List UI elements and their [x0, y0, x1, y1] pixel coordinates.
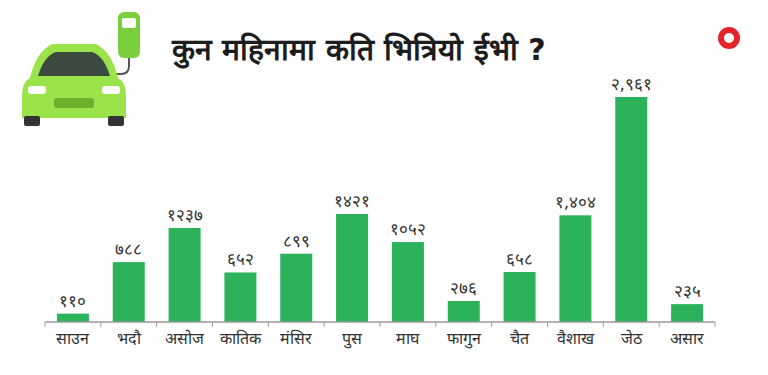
tick-label: भदौ [117, 329, 142, 348]
charger [118, 12, 140, 58]
tick-label: मंसिर [280, 329, 312, 348]
tick-label: चैत [510, 329, 530, 348]
charger-screen [122, 18, 136, 28]
bar [671, 304, 703, 322]
bar [615, 97, 647, 322]
chart-svg: कुन महिनामा कति भित्रियो ईभी ? ११० ७८८ १२३७… [0, 0, 768, 375]
bar [504, 272, 536, 322]
axis-separator [380, 322, 381, 327]
data-label: १०५२ [390, 219, 426, 239]
axis-separator [45, 322, 46, 327]
axis-separator [156, 322, 157, 327]
axis-separator [547, 322, 548, 327]
labels: ११० ७८८ १२३७ ६५२ ८९९ १४२१ १०५२ २७६ ६५८ १,४०४ २,९६१… [59, 74, 700, 311]
car-body [22, 44, 126, 118]
car-light [102, 86, 120, 94]
data-label: ६५८ [506, 249, 533, 269]
axis-separator [100, 322, 101, 327]
logo [718, 27, 740, 49]
axis-separator [491, 322, 492, 327]
tick-label: साउन [56, 329, 90, 348]
car-wheel [24, 116, 40, 126]
bar [448, 301, 480, 322]
tick-label: माघ [396, 329, 420, 348]
bar [559, 215, 591, 322]
tick-label: पुस [342, 329, 363, 349]
tick-label: कातिक [220, 329, 262, 348]
data-label: २७६ [450, 278, 477, 298]
axis-separator [659, 322, 660, 327]
tick-label: असोज [165, 329, 205, 348]
tick-label: फागुन [447, 329, 482, 349]
tick-label: असार [670, 329, 704, 348]
axis-separator [212, 322, 213, 327]
bar [392, 242, 424, 322]
data-label: ११० [59, 291, 86, 311]
bar [280, 254, 312, 322]
car-icon [22, 12, 140, 126]
data-label: ६५२ [227, 249, 254, 269]
data-label: ८९९ [283, 231, 310, 251]
data-label: १२३७ [167, 205, 203, 225]
x-axis: साउन भदौ असोज कातिक मंसिर पुस माघ फागुन चैत वैशाख… [45, 322, 715, 349]
data-label: २३५ [674, 281, 701, 301]
bar [336, 214, 368, 322]
bar [113, 262, 145, 322]
car-windshield [38, 52, 110, 76]
bar [224, 272, 256, 322]
car-light [28, 86, 46, 94]
axis-separator [603, 322, 604, 327]
bar [57, 314, 89, 322]
axis-separator [715, 322, 716, 327]
data-label: १,४०४ [555, 192, 596, 212]
title: कुन महिनामा कति भित्रियो ईभी ? [171, 32, 546, 69]
tick-label: जेठ [621, 329, 643, 348]
data-label: ७८८ [115, 239, 142, 259]
axis-separator [268, 322, 269, 327]
tick-label: वैशाख [557, 329, 595, 348]
data-label: १४२१ [334, 191, 370, 211]
axis-separator [435, 322, 436, 327]
bar [169, 228, 201, 322]
bars [57, 97, 703, 322]
logo-inner [724, 33, 734, 43]
data-label: २,९६१ [611, 74, 652, 94]
car-wheel [108, 116, 124, 126]
car-grille [54, 98, 94, 108]
chart-root: कुन महिनामा कति भित्रियो ईभी ? ११० ७८८ १२३७… [0, 0, 768, 375]
axis-separator [324, 322, 325, 327]
